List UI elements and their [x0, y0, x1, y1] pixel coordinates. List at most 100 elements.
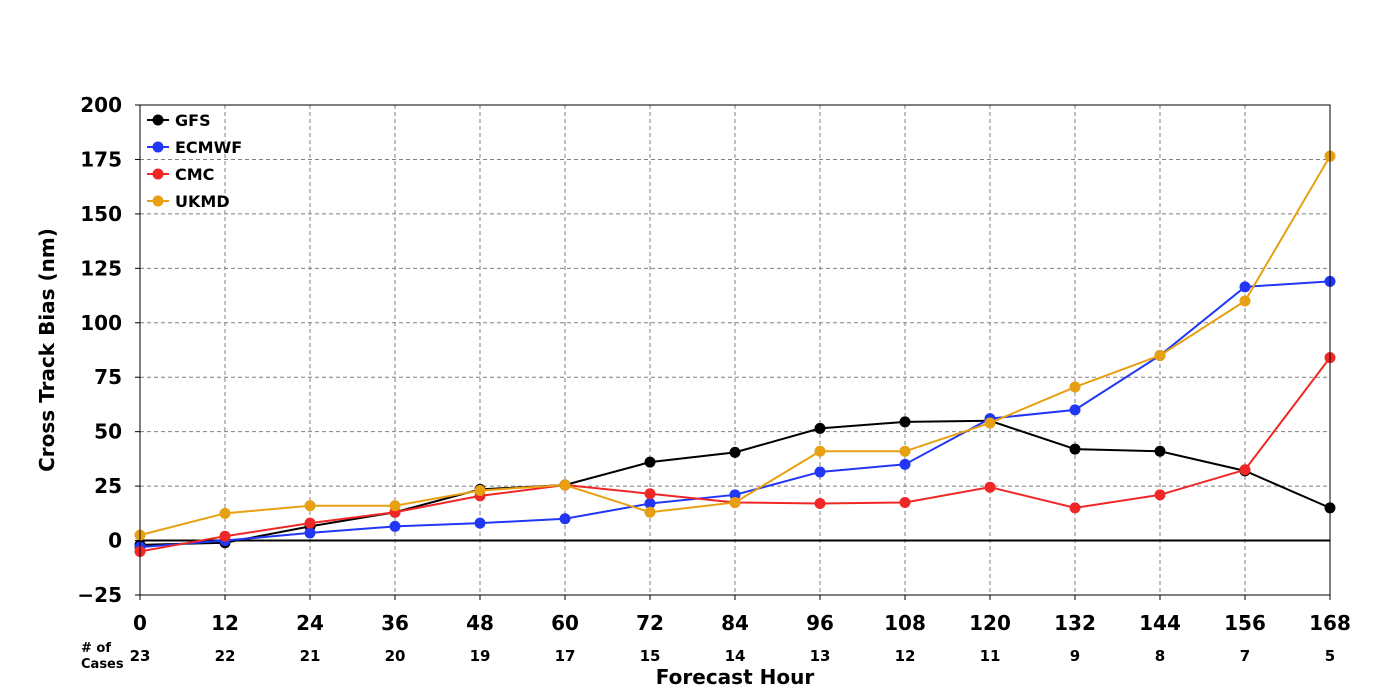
data-point — [644, 456, 656, 468]
data-point — [899, 458, 911, 470]
data-point — [729, 489, 741, 501]
y-tick-label: 75 — [94, 365, 122, 389]
data-point — [899, 445, 911, 457]
x-tick-label: 144 — [1139, 611, 1181, 635]
case-count-label: 11 — [980, 647, 1001, 665]
data-point — [899, 496, 911, 508]
case-count-label: 9 — [1070, 647, 1080, 665]
data-point — [1069, 443, 1081, 455]
case-count-label: 7 — [1240, 647, 1250, 665]
x-tick-label: 84 — [721, 611, 749, 635]
x-tick-label: 132 — [1054, 611, 1096, 635]
data-point — [219, 507, 231, 519]
data-point — [644, 498, 656, 510]
data-point — [1069, 381, 1081, 393]
data-point — [1239, 464, 1251, 476]
case-count-label: 13 — [810, 647, 831, 665]
x-tick-label: 60 — [551, 611, 579, 635]
y-tick-label: 150 — [80, 202, 122, 226]
legend-marker — [152, 141, 164, 153]
x-tick-label: 24 — [296, 611, 324, 635]
cases-label-line2: Cases — [81, 657, 124, 672]
y-tick-label: 25 — [94, 474, 122, 498]
data-point — [474, 484, 486, 496]
legend-label: GFS — [175, 111, 211, 130]
legend-item-gfs: GFS — [147, 111, 211, 130]
legend-label: ECMWF — [175, 138, 242, 157]
case-count-label: 20 — [385, 647, 406, 665]
y-tick-label: 200 — [80, 93, 122, 117]
data-point — [729, 496, 741, 508]
data-point — [304, 527, 316, 539]
case-count-label: 5 — [1325, 647, 1335, 665]
data-point — [474, 517, 486, 529]
series-ecmwf — [134, 275, 1336, 553]
x-tick-label: 12 — [211, 611, 239, 635]
y-tick-label: 0 — [108, 529, 122, 553]
y-axis-title: Cross Track Bias (nm) — [35, 228, 59, 472]
y-tick-label: 100 — [80, 311, 122, 335]
data-point — [559, 479, 571, 491]
data-point — [304, 517, 316, 529]
legend: GFS ECMWF CMC UKMD — [147, 111, 242, 211]
data-point — [1239, 295, 1251, 307]
data-point — [389, 500, 401, 512]
y-tick-label: −25 — [77, 583, 122, 607]
case-count-label: 8 — [1155, 647, 1165, 665]
legend-item-cmc: CMC — [147, 165, 214, 184]
legend-label: UKMD — [175, 192, 230, 211]
case-count-label: 23 — [130, 647, 151, 665]
case-count-label: 14 — [725, 647, 746, 665]
case-count-label: 12 — [895, 647, 916, 665]
case-count-label: 15 — [640, 647, 661, 665]
x-tick-label: 36 — [381, 611, 409, 635]
y-tick-label: 50 — [94, 420, 122, 444]
data-point — [814, 498, 826, 510]
data-point — [1154, 489, 1166, 501]
case-count-label: 17 — [555, 647, 576, 665]
data-point — [1154, 349, 1166, 361]
case-count-label: 21 — [300, 647, 321, 665]
x-tick-label: 156 — [1224, 611, 1266, 635]
legend-item-ukmd: UKMD — [147, 192, 230, 211]
x-axis-title: Forecast Hour — [656, 665, 815, 689]
data-point — [1069, 502, 1081, 514]
data-point — [729, 446, 741, 458]
x-tick-label: 48 — [466, 611, 494, 635]
case-counts-row: # of Cases 23 22 21 20 19 17 15 14 13 12 11 9 8 7 5 — [81, 641, 1335, 672]
data-point — [559, 513, 571, 525]
x-tick-label: 72 — [636, 611, 664, 635]
x-tick-label: 108 — [884, 611, 926, 635]
legend-marker — [152, 168, 164, 180]
x-tick-label: 0 — [133, 611, 147, 635]
x-tick-label: 120 — [969, 611, 1011, 635]
data-point — [899, 416, 911, 428]
data-point — [814, 445, 826, 457]
y-tick-label: 175 — [80, 147, 122, 171]
y-axis-ticks: −25 0 25 50 75 100 125 150 175 200 — [77, 93, 140, 607]
legend-marker — [152, 195, 164, 207]
data-point — [389, 520, 401, 532]
case-count-label: 19 — [470, 647, 491, 665]
x-tick-label: 96 — [806, 611, 834, 635]
data-point — [1069, 404, 1081, 416]
x-axis-ticks: 0 12 24 36 48 60 72 84 96 108 120 132 144 156 168 — [133, 595, 1351, 635]
data-point — [304, 500, 316, 512]
data-point — [644, 488, 656, 500]
data-point — [984, 417, 996, 429]
data-point — [1239, 281, 1251, 293]
x-tick-label: 168 — [1309, 611, 1351, 635]
legend-item-ecmwf: ECMWF — [147, 138, 242, 157]
gridlines — [140, 105, 1330, 595]
legend-label: CMC — [175, 165, 214, 184]
series-ukmd — [134, 150, 1336, 541]
data-point — [984, 481, 996, 493]
data-point — [644, 506, 656, 518]
legend-marker — [152, 114, 164, 126]
case-count-label: 22 — [215, 647, 236, 665]
data-point — [1154, 445, 1166, 457]
data-point — [814, 422, 826, 434]
cases-label-line1: # of — [81, 641, 111, 656]
data-point — [219, 530, 231, 542]
